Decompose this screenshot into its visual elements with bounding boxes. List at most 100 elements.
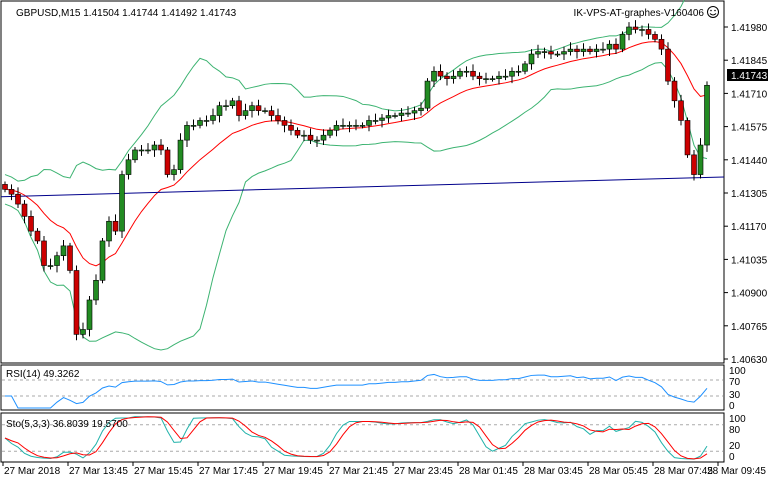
candle-body [561, 51, 567, 55]
candle-body [242, 110, 249, 116]
candle-body [580, 48, 587, 52]
candle-body [489, 78, 496, 80]
sto-signal-line [4, 416, 708, 460]
candle-body [405, 112, 411, 115]
x-tick-label: 28 Mar 01:45 [459, 466, 518, 477]
candle-body [106, 220, 112, 242]
y-tick-label: 1.41170 [731, 222, 767, 233]
candle-body [606, 43, 613, 50]
candle-body [327, 129, 333, 136]
candle-body [678, 100, 684, 121]
candle-body [236, 100, 242, 116]
rsi-level: 100 [729, 366, 746, 377]
x-tick-label: 27 Mar 23:45 [394, 466, 453, 477]
candle-body [379, 117, 385, 121]
candle-body [476, 75, 483, 79]
symbol-info: GBPUSD,M15 1.41504 1.41744 1.41492 1.417… [16, 8, 237, 19]
x-tick-label: 27 Mar 19:45 [264, 466, 323, 477]
candle-body [697, 144, 704, 175]
rsi-label: RSI(14) 49.3262 [6, 369, 80, 380]
x-tick-label: 28 Mar 09:45 [707, 466, 766, 477]
candle-body [658, 38, 665, 50]
candle-body [216, 105, 223, 116]
candle-body [119, 174, 125, 232]
candle-body [93, 280, 99, 301]
rsi-panel-border [0, 364, 725, 411]
candle-body [522, 63, 528, 72]
rsi-line [5, 373, 708, 409]
candle-body [268, 110, 275, 116]
candle-body [424, 80, 431, 109]
stochastic-label: Sto(5,3,3) 36.8039 19.5700 [6, 419, 128, 430]
candle-body [184, 125, 190, 141]
candle-body [67, 245, 73, 271]
candle-body [54, 255, 60, 266]
expert-label: IK-VPS-AT-graphes-V160406 [574, 8, 705, 19]
candle-body [353, 125, 359, 127]
candle-body [541, 51, 548, 53]
candle-body [548, 51, 554, 55]
time-axis: 27 Mar 2018 27 Mar 13:45 27 Mar 15:45 27 Ma… [2, 462, 766, 477]
y-tick-label: 1.41980 [731, 23, 768, 34]
candle-body [398, 112, 405, 116]
candle-body [145, 149, 151, 152]
candle-body [197, 120, 203, 126]
rsi-level: 30 [729, 390, 741, 401]
smiley-icon[interactable] [707, 6, 719, 18]
candle-body [249, 105, 255, 111]
x-tick-label: 28 Mar 07:45 [654, 466, 713, 477]
main-price-panel: 1.41980 1.41845 1.41710 1.41575 1.41440 1.413… [0, 0, 768, 366]
candle-body [281, 120, 288, 126]
sto-level: 100 [729, 414, 746, 425]
rsi-panel: RSI(14) 49.3262 100 70 30 0 [0, 364, 746, 412]
x-tick-label: 28 Mar 03:45 [524, 466, 583, 477]
candle-body [346, 125, 353, 127]
candle-body [164, 149, 171, 175]
candle-body [28, 216, 34, 232]
candle-body [125, 159, 132, 175]
candle-body [431, 70, 437, 82]
candle-body [483, 78, 489, 80]
stochastic-panel: Sto(5,3,3) 36.8039 19.5700 100 80 20 0 [0, 412, 746, 463]
y-tick-label: 1.40900 [731, 289, 768, 300]
candle-body [333, 125, 340, 131]
candle-body [457, 70, 463, 77]
x-tick-label: 28 Mar 05:45 [589, 466, 648, 477]
candle-body [639, 29, 645, 31]
y-tick-label: 1.41035 [731, 255, 768, 266]
candle-body [190, 125, 197, 127]
candle-body [15, 193, 21, 205]
sto-level: 80 [729, 425, 741, 436]
candle-body [463, 70, 470, 73]
candle-body [411, 110, 418, 114]
y-tick-label: 1.41575 [731, 123, 768, 134]
candle-body [262, 110, 268, 112]
candle-body [73, 270, 80, 335]
candle-body [151, 144, 158, 151]
candle-body [340, 125, 346, 127]
candle-body [255, 105, 262, 111]
y-tick-label: 1.41710 [731, 89, 768, 100]
candle-body [652, 34, 658, 40]
candle-body [691, 154, 697, 175]
candle-body [619, 34, 626, 50]
candle-body [496, 75, 502, 79]
candle-body [86, 299, 93, 330]
y-tick-label: 1.40765 [731, 322, 768, 333]
candle-body [47, 265, 54, 267]
x-tick-label: 27 Mar 2018 [4, 466, 61, 477]
candle-body [132, 149, 138, 161]
y-tick-label: 1.41845 [731, 56, 768, 67]
candle-body [275, 115, 281, 121]
candle-body [704, 84, 710, 146]
candle-body [600, 48, 606, 51]
candle-body [645, 29, 652, 35]
candle-body [567, 48, 574, 52]
candle-body [60, 245, 67, 257]
candle-body [223, 105, 229, 107]
candle-body [450, 75, 457, 79]
candle-body [307, 134, 314, 141]
candle-body [210, 115, 216, 121]
